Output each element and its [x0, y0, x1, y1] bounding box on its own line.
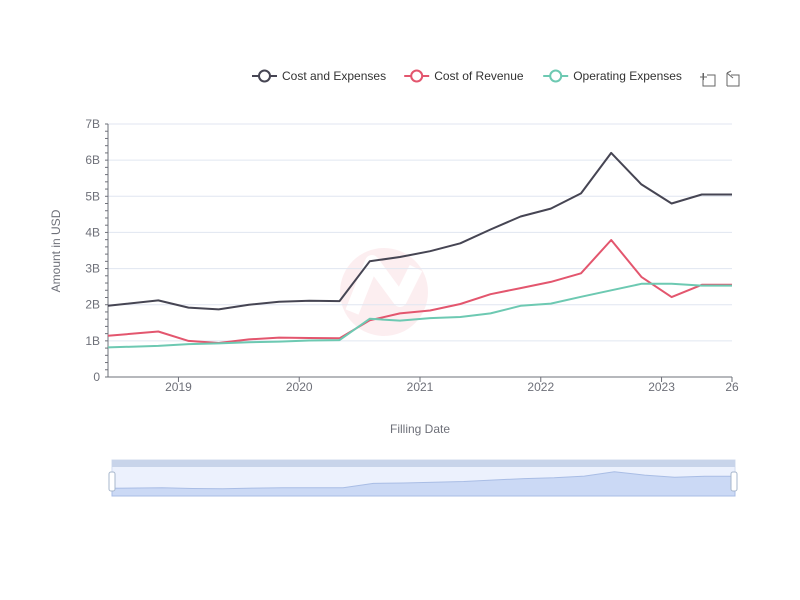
legend-marker	[258, 69, 271, 83]
series-lines	[107, 151, 732, 349]
x-tick-label: 2019	[165, 380, 192, 394]
legend-marker	[410, 69, 424, 83]
legend-item[interactable]: Cost of Revenue	[404, 69, 524, 83]
y-tick-label: 5B	[85, 189, 100, 203]
zoom-icon[interactable]	[700, 73, 716, 87]
y-tick-label: 2B	[85, 298, 100, 312]
legend-item[interactable]: Cost and Expenses	[252, 69, 386, 83]
legend[interactable]: Cost and Expenses Cost of Revenue Operatin…	[252, 69, 682, 83]
y-tick-label: 1B	[85, 334, 100, 348]
x-axis-title: Filling Date	[390, 422, 450, 436]
legend-marker	[549, 69, 563, 83]
x-tick-label: 26	[725, 380, 739, 394]
x-tick-label: 2021	[407, 380, 434, 394]
y-tick-label: 3B	[85, 262, 100, 276]
legend-label: Cost and Expenses	[282, 69, 386, 83]
axes: 0 1B 2B 3B 4B 5B 6B 7B 2019 2020 2021 2022 2023 26	[85, 117, 739, 394]
data-zoom-top-bar[interactable]	[112, 460, 735, 467]
y-tick-label: 7B	[85, 117, 100, 131]
y-tick-label: 4B	[85, 225, 100, 239]
data-zoom-slider[interactable]	[108, 459, 738, 497]
data-zoom-right-handle[interactable]	[730, 471, 738, 492]
series-line-cost-and-expenses[interactable]	[107, 151, 732, 311]
watermark-logo	[340, 248, 428, 336]
y-tick-label: 0	[93, 370, 100, 384]
data-zoom-left-handle[interactable]	[108, 471, 116, 492]
y-tick-label: 6B	[85, 153, 100, 167]
restore-icon[interactable]	[726, 70, 740, 87]
x-tick-label: 2023	[648, 380, 675, 394]
series-line-cost-of-revenue[interactable]	[107, 239, 732, 344]
y-axis-title: Amount in USD	[49, 209, 63, 292]
grid-lines	[108, 123, 732, 342]
data-zoom-preview-area	[111, 471, 736, 497]
series-line-operating-expenses[interactable]	[107, 282, 732, 349]
legend-label: Cost of Revenue	[434, 69, 524, 83]
x-tick-label: 2020	[286, 380, 313, 394]
x-tick-label: 2022	[527, 380, 554, 394]
legend-label: Operating Expenses	[573, 69, 682, 83]
legend-item[interactable]: Operating Expenses	[543, 69, 682, 83]
